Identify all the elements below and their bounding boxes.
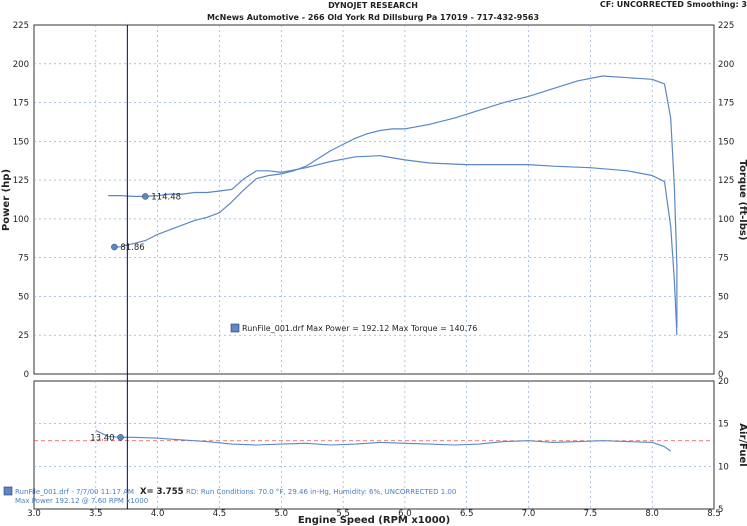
x-tick-label: 5.0 [275, 509, 289, 519]
torque-tick-label: 150 [718, 137, 734, 147]
header-corner: CF: UNCORRECTED Smoothing: 3 [600, 0, 747, 9]
airfuel-tick-label: 15 [718, 420, 729, 430]
x-tick-label: 4.0 [151, 509, 165, 519]
torque-tick-label: 50 [718, 292, 729, 302]
annotation-label: 81.86 [120, 243, 144, 253]
torque-tick-label: 75 [718, 254, 729, 264]
footer-conditions: RD: Run Conditions: 70.0 °F, 29.46 in-Hg… [186, 488, 456, 496]
power-axis-label: Power (hp) [1, 169, 12, 231]
footer-line2: Max Power 192.12 @ 7.60 RPM x1000 [15, 497, 148, 505]
footer-cursor-readout: X= 3.755 [140, 487, 184, 497]
series-power [114, 75, 678, 328]
series-air-fuel [95, 430, 672, 452]
power-tick-label: 0 [24, 370, 29, 380]
bottom-grid [34, 381, 714, 509]
power-tick-label: 50 [18, 292, 29, 302]
torque-tick-label: 225 [718, 21, 734, 31]
torque-tick-label: 175 [718, 99, 734, 109]
rpm-axis-label: Engine Speed (RPM x1000) [298, 515, 450, 526]
legend-swatch [230, 323, 240, 333]
power-tick-label: 25 [18, 331, 29, 341]
curves [34, 75, 714, 452]
x-tick-label: 3.0 [27, 509, 41, 519]
airfuel-tick-label: 5 [718, 505, 723, 515]
x-tick-label: 6.0 [398, 509, 412, 519]
torque-tick-label: 25 [718, 331, 729, 341]
header-subtitle: McNews Automotive - 266 Old York Rd Dill… [207, 13, 539, 22]
bottom-panel-frame [33, 380, 715, 510]
x-tick-label: 8.5 [707, 509, 721, 519]
power-tick-label: 125 [13, 176, 29, 186]
airfuel-tick-label: 20 [718, 377, 729, 387]
footer-swatch [3, 486, 13, 496]
annotation-dot [142, 193, 149, 200]
x-tick-label: 7.0 [522, 509, 536, 519]
power-tick-label: 100 [13, 215, 29, 225]
x-tick-label: 7.5 [584, 509, 598, 519]
torque-axis-label: Torque (ft-lbs) [737, 160, 747, 241]
airfuel-tick-label: 10 [718, 462, 729, 472]
annotation-label: 114.48 [151, 192, 181, 202]
annotation-markers: 114.48 81.86 13.40 [90, 192, 181, 443]
x-tick-label: 8.0 [645, 509, 659, 519]
x-tick-label: 5.5 [336, 509, 350, 519]
axis-ticks: 3.0 3.5 4.0 4.5 5.0 5.5 6.0 6.5 7.0 7.5 8.0 8.5 0 0 25… [13, 21, 734, 519]
top-grid [34, 25, 714, 374]
series-torque [108, 155, 678, 336]
power-tick-label: 200 [13, 60, 29, 70]
annotation-dot [111, 243, 118, 251]
torque-tick-label: 200 [718, 60, 734, 70]
power-tick-label: 75 [18, 254, 29, 264]
footer-run-info: RunFile_001.drf - 7/7/00 11:17 AM [15, 488, 134, 496]
annotation-dot [117, 434, 124, 441]
x-tick-label: 3.5 [89, 509, 103, 519]
airfuel-axis-label: Air/Fuel [737, 423, 747, 466]
torque-tick-label: 100 [718, 215, 734, 225]
x-tick-label: 4.5 [213, 509, 227, 519]
x-tick-label: 6.5 [460, 509, 474, 519]
power-tick-label: 225 [13, 21, 29, 31]
torque-tick-label: 0 [718, 370, 723, 380]
legend-label: RunFile_001.drf Max Power = 192.12 Max T… [242, 324, 477, 333]
top-panel-frame [33, 24, 715, 375]
power-tick-label: 175 [13, 99, 29, 109]
power-tick-label: 150 [13, 137, 29, 147]
annotation-label: 13.40 [90, 433, 114, 443]
header-title: DYNOJET RESEARCH [328, 1, 418, 10]
torque-tick-label: 125 [718, 176, 734, 186]
